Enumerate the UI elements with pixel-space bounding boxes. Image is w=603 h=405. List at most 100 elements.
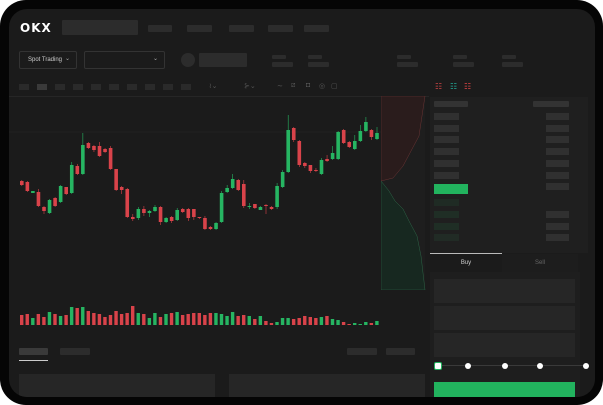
buy-tab-underline <box>430 253 502 254</box>
nav-item[interactable] <box>187 25 212 32</box>
timeframe-button[interactable] <box>127 84 137 90</box>
line-icon[interactable]: ⊱⌄ <box>244 83 256 90</box>
volume-bar <box>81 307 85 325</box>
candle <box>64 187 68 194</box>
stat-value <box>502 62 523 67</box>
nav-item[interactable] <box>229 25 254 32</box>
orderbook-header-amount <box>533 101 569 107</box>
fullscreen-icon[interactable]: ▢ <box>331 83 338 90</box>
filter-button[interactable] <box>386 348 415 355</box>
volume-bar <box>369 323 374 325</box>
filter-button[interactable] <box>347 348 377 355</box>
candle <box>280 172 285 187</box>
volume-bar <box>264 321 268 325</box>
tab-order-history[interactable] <box>60 348 90 355</box>
candle <box>358 131 363 141</box>
timeframe-button[interactable] <box>55 84 65 90</box>
candle <box>153 207 157 211</box>
candle <box>308 165 313 171</box>
timeframe-button[interactable] <box>109 84 119 90</box>
wave-icon[interactable]: ∼ <box>277 83 283 90</box>
orderbook-bids-icon[interactable]: ☷ <box>450 82 458 91</box>
timeframe-button[interactable] <box>73 84 83 90</box>
search-bar[interactable] <box>62 20 138 35</box>
volume-bar <box>297 318 301 325</box>
amount-input[interactable] <box>434 306 575 330</box>
ask-row[interactable] <box>434 172 459 179</box>
nav-item[interactable] <box>268 25 293 32</box>
orderbook-both-icon[interactable]: ☷ <box>435 82 443 91</box>
candle <box>336 132 340 159</box>
settings-icon[interactable]: ◎ <box>319 83 326 90</box>
volume-bar <box>358 324 362 325</box>
camera-icon[interactable]: ◘ <box>306 82 311 89</box>
ask-row[interactable] <box>434 113 459 120</box>
volume-bar <box>108 315 113 325</box>
slider-stop-75[interactable] <box>537 363 543 369</box>
nav-item[interactable] <box>148 25 172 32</box>
stat-label <box>397 55 411 59</box>
market-type-dropdown[interactable]: Spot Trading ⌄ <box>19 51 77 69</box>
slider-stop-100[interactable] <box>583 363 589 369</box>
pair-dropdown[interactable]: ⌄ <box>84 51 165 69</box>
volume-bar <box>142 314 146 325</box>
percent-slider-handle[interactable] <box>434 362 442 370</box>
candle <box>103 149 107 152</box>
slider-stop-25[interactable] <box>465 363 471 369</box>
slider-stop-50[interactable] <box>502 363 508 369</box>
last-price <box>434 184 468 194</box>
stat-label <box>272 55 286 59</box>
timeframe-button[interactable] <box>37 84 47 90</box>
indicator-icon[interactable]: ≀⌄ <box>209 83 218 90</box>
stat-label <box>453 55 467 59</box>
volume-bar <box>186 314 190 325</box>
volume-bar <box>58 316 63 325</box>
buy-button[interactable] <box>434 382 575 397</box>
nav-item[interactable] <box>304 25 329 32</box>
candle <box>330 153 335 159</box>
bids-area <box>381 180 426 290</box>
volume-bar <box>219 314 224 325</box>
bid-row[interactable] <box>434 199 459 206</box>
timeframe-button[interactable] <box>19 84 29 90</box>
volume-bar <box>258 316 263 325</box>
ask-amount <box>546 113 569 120</box>
timeframe-button[interactable] <box>181 84 191 90</box>
volume-bar <box>153 313 157 325</box>
price-input[interactable] <box>434 279 575 303</box>
volume-bar <box>125 313 129 325</box>
candle <box>125 189 130 217</box>
volume-bar <box>325 316 329 325</box>
candle <box>25 182 30 191</box>
tab-buy[interactable]: Buy <box>460 260 472 266</box>
bid-row[interactable] <box>434 223 459 230</box>
percent-slider-track[interactable] <box>439 365 589 366</box>
ruler-icon[interactable]: ⧄ <box>291 82 296 89</box>
bid-row[interactable] <box>434 234 459 241</box>
timeframe-button[interactable] <box>145 84 155 90</box>
ask-row[interactable] <box>434 160 459 167</box>
bid-amount <box>546 211 569 218</box>
tab-open-orders[interactable] <box>19 348 48 355</box>
orderbook-asks-icon[interactable]: ☷ <box>464 82 472 91</box>
candle <box>164 218 168 222</box>
volume-bar <box>236 316 240 325</box>
timeframe-button[interactable] <box>91 84 101 90</box>
bid-row[interactable] <box>434 211 459 218</box>
candle <box>69 165 74 193</box>
volume-bar <box>253 319 257 325</box>
ask-amount <box>546 183 569 190</box>
total-input[interactable] <box>434 333 575 357</box>
candle <box>175 210 179 220</box>
tab-sell[interactable]: Sell <box>502 254 578 272</box>
volume-bar <box>230 312 235 325</box>
volume-bar <box>119 314 124 325</box>
ask-row[interactable] <box>434 136 459 143</box>
candlestick-chart[interactable] <box>9 9 429 339</box>
candle <box>203 218 207 229</box>
ask-row[interactable] <box>434 148 459 155</box>
ask-row[interactable] <box>434 125 459 132</box>
volume-bar <box>103 317 107 325</box>
timeframe-button[interactable] <box>163 84 173 90</box>
candle <box>319 160 324 174</box>
